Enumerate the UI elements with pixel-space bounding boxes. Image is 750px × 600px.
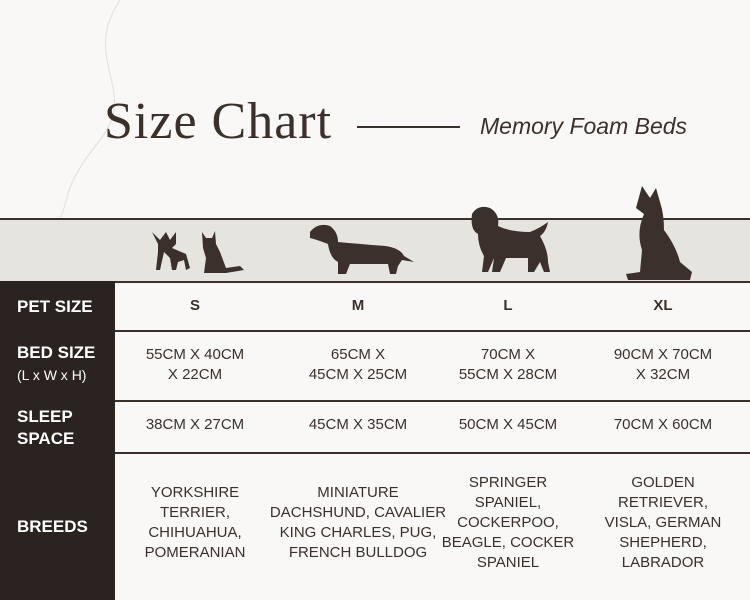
row-header: BED SIZE (L x W x H) xyxy=(17,342,95,386)
row-header-line: SLEEP xyxy=(17,407,73,426)
cell-line: GOLDEN xyxy=(631,474,695,491)
row-header-sublabel: (L x W x H) xyxy=(17,367,87,383)
row-header-line: PET SIZE xyxy=(17,297,93,316)
cell-line: LABRADOR xyxy=(621,554,705,571)
cell-line: VISLA, GERMAN xyxy=(604,514,722,531)
cell-line: POMERANIAN xyxy=(144,544,246,561)
column-header: M xyxy=(351,297,365,314)
divider xyxy=(357,126,460,128)
cell-line: MINIATURE xyxy=(317,484,399,501)
cell-line: KING CHARLES, PUG, xyxy=(279,524,437,541)
sleep-space-cell: 70CM X 60CM xyxy=(613,416,713,433)
cell-line: 45CM X 25CM xyxy=(308,366,408,383)
row-header-line: SPACE xyxy=(17,429,75,448)
background-curves xyxy=(59,0,121,219)
row-header-line: BED SIZE xyxy=(17,343,96,362)
breeds-cell: MINIATURE DACHSHUND, CAVALIER KING CHARLES… xyxy=(258,483,458,563)
sleep-space-cell: 45CM X 35CM xyxy=(308,416,408,433)
cell-line: SPANIEL xyxy=(476,554,540,571)
bed-size-cell: 70CM X 55CM X 28CM xyxy=(408,345,608,385)
cell-line: COCKERPOO, xyxy=(457,514,559,531)
cell-line: 55CM X 28CM xyxy=(458,366,558,383)
bed-size-cell: 65CM X 45CM X 25CM xyxy=(258,345,458,385)
cell-line: YORKSHIRE xyxy=(150,484,240,501)
cell-line: X 22CM xyxy=(167,366,223,383)
cell-line: SHEPHERD, xyxy=(619,534,707,551)
row-header-column xyxy=(0,281,115,600)
cell-line: 90CM X 70CM xyxy=(613,346,713,363)
column-header: XL xyxy=(653,297,673,314)
title: Size Chart xyxy=(104,93,333,150)
cell-line: CHIHUAHUA, xyxy=(148,524,242,541)
subtitle: Memory Foam Beds xyxy=(480,113,688,139)
column-header: L xyxy=(503,297,513,314)
cell-line: SPANIEL, xyxy=(474,494,542,511)
row-line xyxy=(115,400,750,402)
row-line xyxy=(115,281,750,283)
breeds-cell: YORKSHIRE TERRIER, CHIHUAHUA, POMERANIAN xyxy=(95,483,295,563)
breeds-cell: GOLDEN RETRIEVER, VISLA, GERMAN SHEPHERD, LA… xyxy=(563,473,750,573)
cell-line: DACHSHUND, CAVALIER xyxy=(269,504,447,521)
cell-line: FRENCH BULLDOG xyxy=(288,544,428,561)
cell-line: 70CM X xyxy=(480,346,536,363)
bed-size-cell: 90CM X 70CM X 32CM xyxy=(563,345,750,385)
cell-line: SPRINGER xyxy=(468,474,548,491)
cell-line: TERRIER, xyxy=(159,504,230,521)
row-header-line: BREEDS xyxy=(17,517,88,536)
bed-size-cell: 55CM X 40CM X 22CM xyxy=(95,345,295,385)
cell-line: 65CM X xyxy=(330,346,386,363)
row-line xyxy=(115,330,750,332)
breeds-cell: SPRINGER SPANIEL, COCKERPOO, BEAGLE, COCKER… xyxy=(408,473,608,573)
sleep-space-cell: 38CM X 27CM xyxy=(145,416,245,433)
cell-line: X 32CM xyxy=(635,366,691,383)
cell-line: RETRIEVER, xyxy=(617,494,708,511)
pet-silhouettes xyxy=(152,186,692,280)
cell-line: 55CM X 40CM xyxy=(145,346,245,363)
row-line xyxy=(115,452,750,454)
sleep-space-cell: 50CM X 45CM xyxy=(458,416,558,433)
row-header: SLEEP SPACE xyxy=(17,406,74,450)
column-header: S xyxy=(189,297,200,314)
cell-line: BEAGLE, COCKER xyxy=(441,534,575,551)
row-header: BREEDS xyxy=(17,516,88,538)
row-header: PET SIZE xyxy=(17,296,93,318)
